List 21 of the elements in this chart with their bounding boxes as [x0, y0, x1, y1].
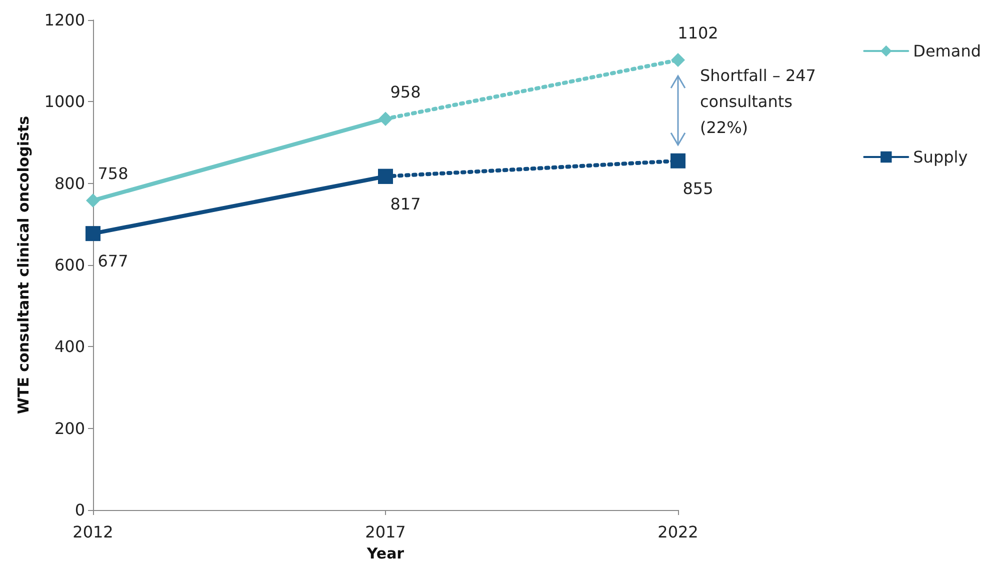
legend-label: Supply — [913, 148, 968, 166]
y-tick-label: 0 — [74, 500, 85, 520]
x-axis-title: Year — [366, 544, 405, 562]
x-tick-label: 2022 — [658, 522, 698, 542]
data-label: 758 — [98, 164, 128, 183]
data-label: 1102 — [678, 24, 718, 43]
y-tick-label: 600 — [54, 256, 85, 274]
y-axis-title: WTE consultant clinical oncologists — [14, 116, 32, 414]
y-tick-label: 200 — [54, 418, 85, 438]
y-tick-label: 1200 — [44, 10, 85, 30]
legend-label: Demand — [913, 42, 982, 60]
y-tick-label: 400 — [54, 337, 85, 356]
x-tick-label: 2017 — [365, 522, 406, 542]
x-tick-label: 2012 — [72, 522, 114, 542]
data-label: 817 — [390, 194, 421, 214]
y-tick-label: 800 — [54, 174, 85, 193]
data-label: 958 — [390, 82, 421, 102]
data-label: 677 — [98, 252, 128, 271]
text: Shortfall – 247 consultants (22%) — [700, 66, 822, 137]
y-tick-label: 1000 — [44, 92, 85, 112]
data-label: 855 — [682, 178, 714, 198]
